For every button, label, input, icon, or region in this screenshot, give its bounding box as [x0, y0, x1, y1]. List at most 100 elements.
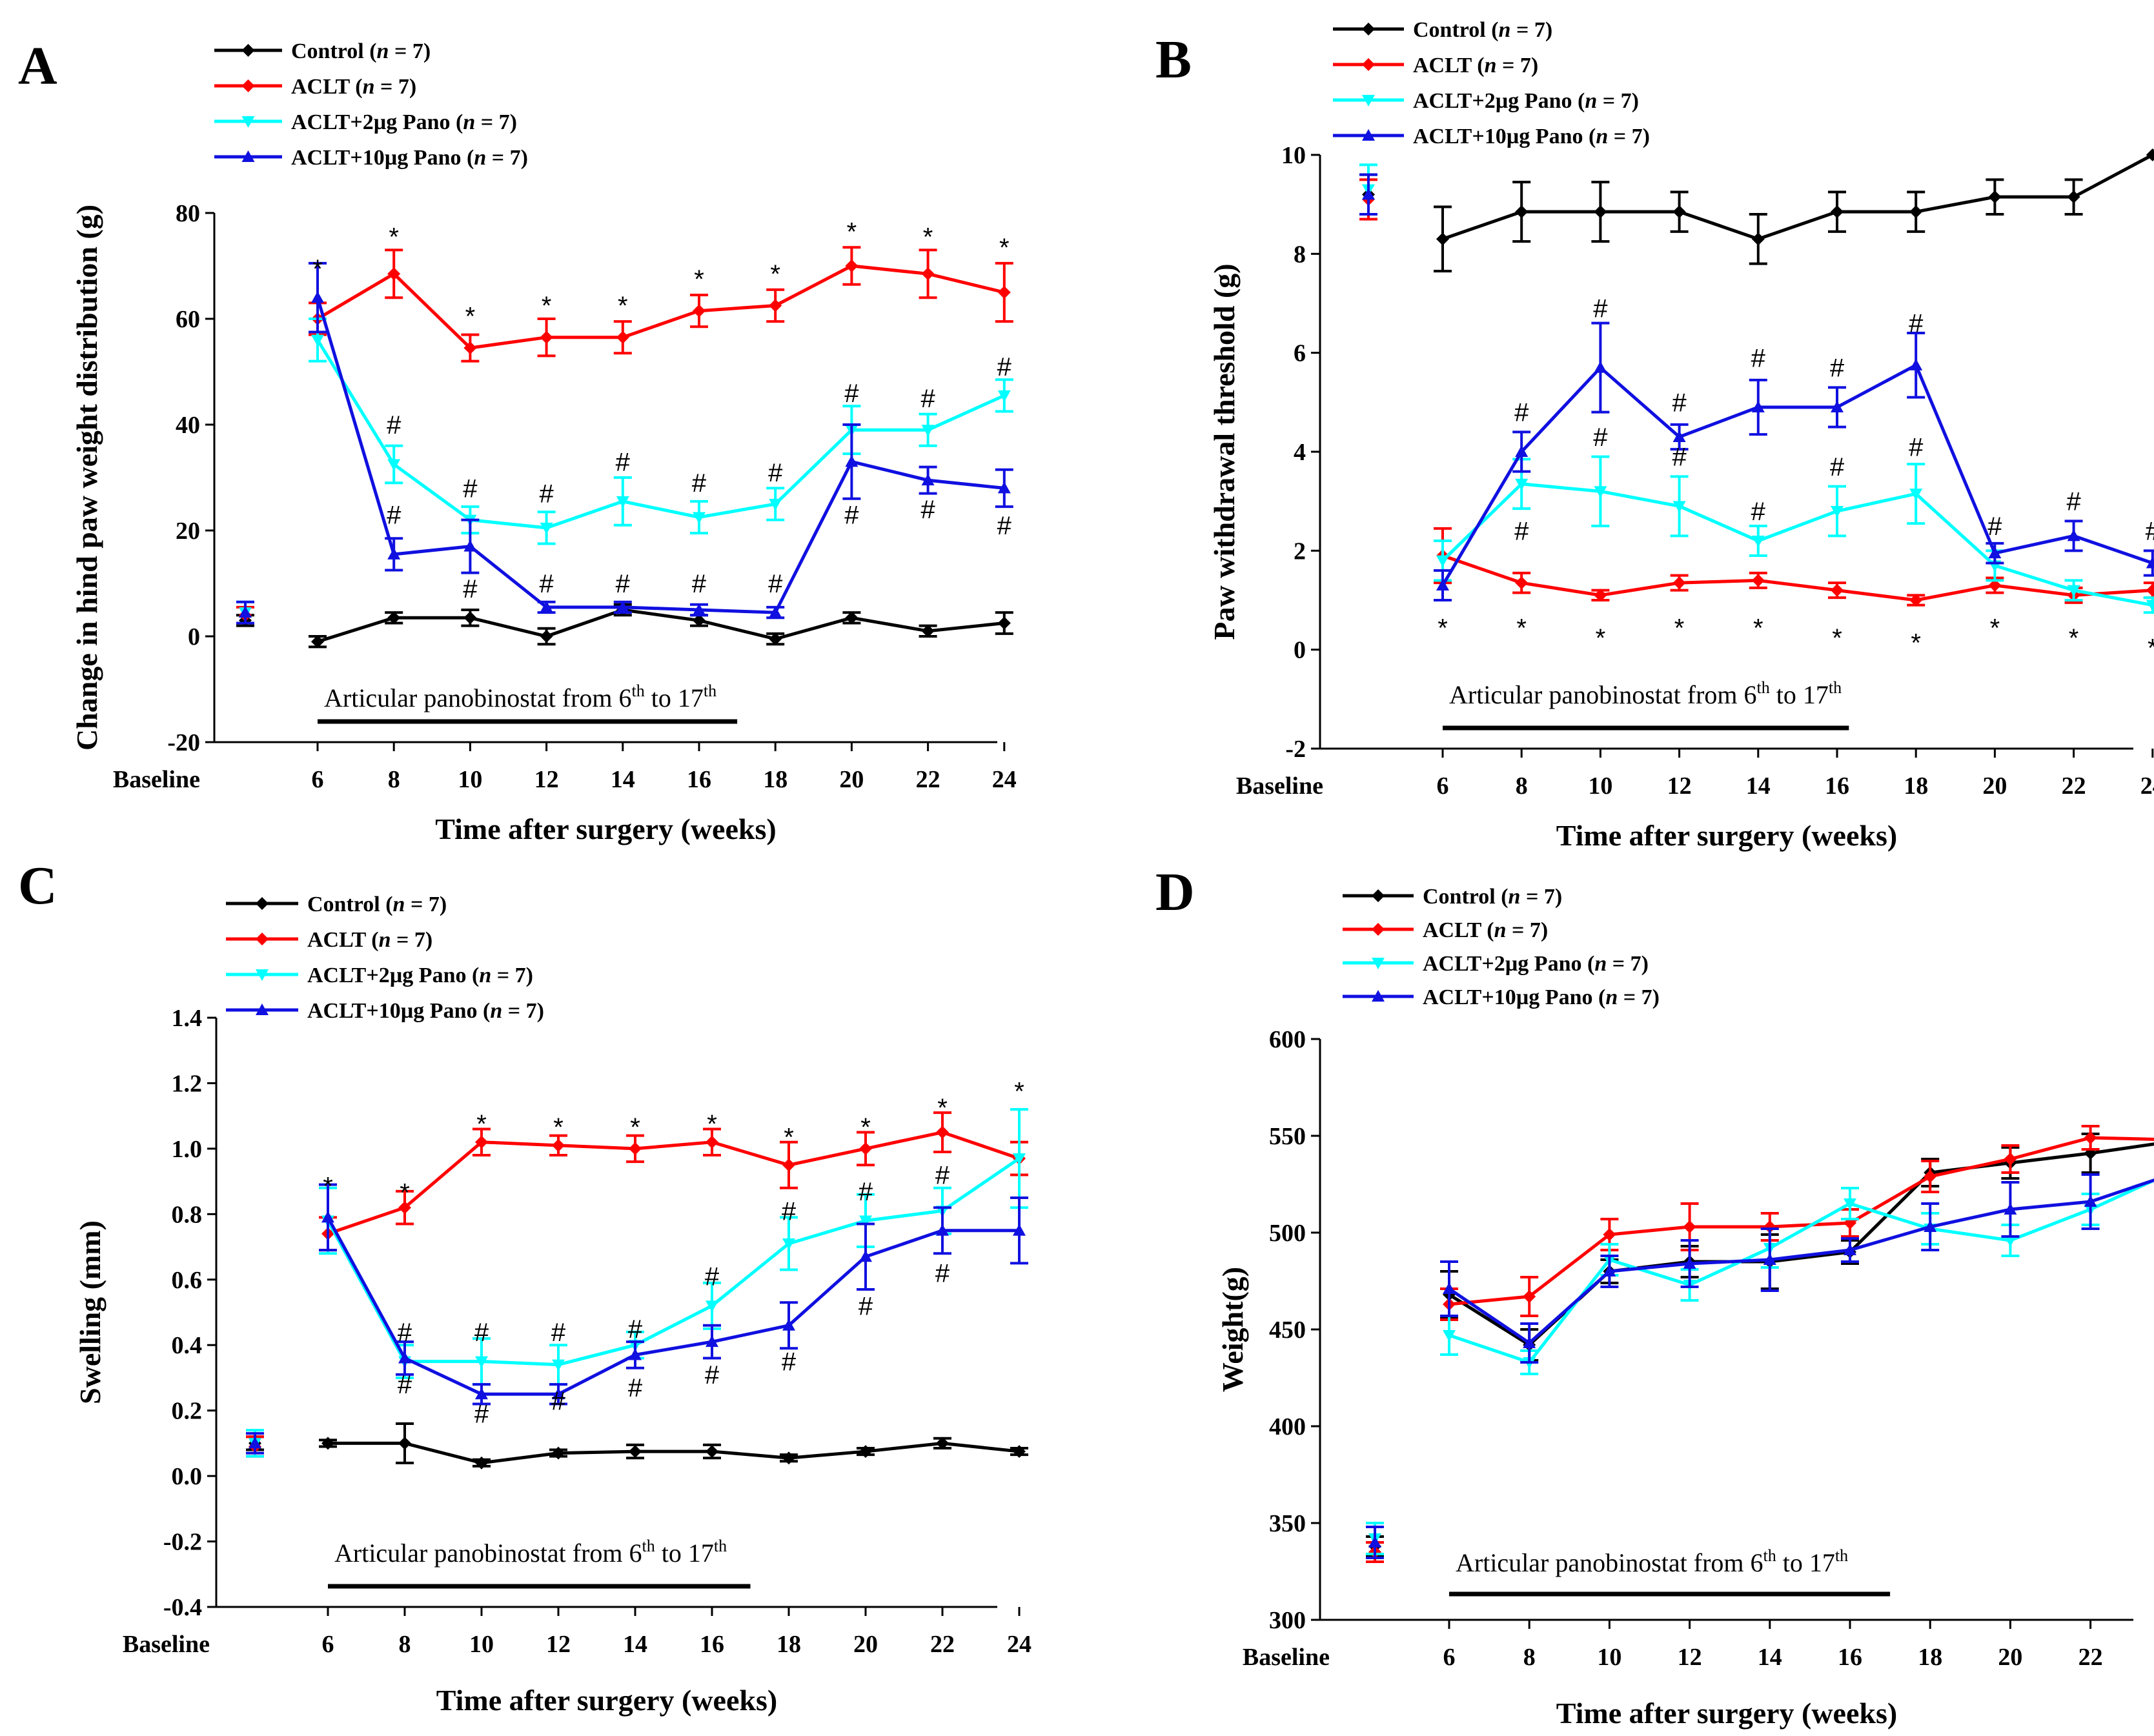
- panel-d-x-tick-label: 10: [1597, 1644, 1621, 1671]
- panel-c-series-aclt: [246, 1111, 1028, 1458]
- panel-c-data-point: [475, 1388, 488, 1400]
- panel-d-y-tick-label: 600: [1269, 1026, 1306, 1053]
- panel-b-series-line-control: [1442, 153, 2153, 241]
- panel-a-data-point: [540, 600, 553, 612]
- panel-a-y-tick-label: 0: [188, 623, 200, 651]
- panel-b-x-tick-label: 14: [1746, 772, 1771, 800]
- panel-b-y-tick-label: 4: [1294, 439, 1306, 466]
- panel-b-legend-item-aclt-2ug-pano: ACLT+2µg Pano (n = 7): [1333, 89, 1639, 113]
- panel-a-data-point: [845, 611, 859, 625]
- panel-b-star-mark: *: [1438, 614, 1448, 643]
- panel-a-series-line-control: [317, 608, 1005, 643]
- panel-c-data-point: [629, 1445, 642, 1458]
- panel-d-x-tick-label: 18: [1918, 1644, 1942, 1671]
- panel-a-x-axis-title: Time after surgery (weeks): [435, 812, 776, 845]
- panel-c-legend-marker: [256, 969, 269, 981]
- panel-a-hash-mark: #: [768, 459, 783, 487]
- panel-d-y-tick-label: 500: [1269, 1220, 1306, 1247]
- panel-b-x-tick-label: 20: [1982, 772, 2007, 800]
- panel-b-data-point: [1672, 576, 1686, 590]
- panel-b-letter: B: [1155, 30, 1192, 90]
- panel-b-data-point: [2146, 556, 2154, 569]
- panel-b-star-mark: *: [1753, 614, 1763, 643]
- panel-a-hash-mark: #: [387, 501, 401, 529]
- panel-c-data-point: [859, 1215, 872, 1227]
- panel-c-data-point: [398, 1351, 411, 1364]
- panel-a-data-point: [540, 630, 553, 643]
- panel-c-star-mark: *: [400, 1179, 410, 1207]
- panel-d-y-tick-label: 400: [1269, 1413, 1306, 1440]
- panel-c-data-point: [936, 1224, 949, 1236]
- panel-c-data-point: [398, 1437, 411, 1450]
- panel-c-x-tick-label: 8: [399, 1631, 411, 1658]
- panel-b-data-point: [1515, 445, 1529, 457]
- panel-b-legend-marker: [1362, 23, 1375, 35]
- panel-d-x-tick-label: 6: [1443, 1644, 1456, 1671]
- panel-b-data-point: [2067, 585, 2080, 597]
- panel-a-data-point: [693, 512, 706, 524]
- panel-d-series-line-aclt-2ug-pano: [1448, 1178, 2154, 1364]
- panel-d-series-aclt-10ug-pano: [1366, 1173, 2154, 1559]
- panel-c-data-point: [782, 1451, 795, 1465]
- panel-c-legend-label: ACLT+10µg Pano (n = 7): [307, 999, 544, 1023]
- panel-a-y-tick-label: 40: [176, 412, 200, 439]
- panel-a-legend-label: ACLT+10µg Pano (n = 7): [291, 146, 528, 170]
- panel-a-star-mark: *: [465, 303, 476, 331]
- panel-a-legend-label: Control (n = 7): [291, 39, 431, 63]
- panel-c-series-line-aclt-2ug-pano: [326, 1157, 1021, 1367]
- panel-a-data-point: [693, 304, 706, 318]
- panel-a-data-point: [616, 330, 629, 344]
- panel-d-legend-marker: [1372, 889, 1385, 902]
- panel-a-legend-marker: [241, 116, 255, 128]
- panel-a-data-point: [845, 259, 859, 272]
- panel-b-data-point: [1831, 205, 1844, 219]
- panel-b-y-tick-label: 10: [1281, 142, 1306, 169]
- panel-c-legend-item-aclt-10ug-pano: ACLT+10µg Pano (n = 7): [226, 999, 544, 1023]
- panel-a-x-tick-label: 10: [458, 766, 482, 793]
- panel-b-series-line-aclt-2ug-pano: [1441, 482, 2153, 607]
- panel-b-data-point: [1909, 205, 1923, 219]
- panel-b-x-tick-label: 6: [1437, 772, 1449, 800]
- panel-a-hash-mark: #: [463, 575, 478, 603]
- panel-a-data-point: [921, 474, 935, 486]
- panel-d-legend: Control (n = 7) ACLT (n = 7) ACLT+2µg Pano…: [1343, 885, 1660, 1009]
- panel-c-legend-label: ACLT (n = 7): [307, 928, 432, 952]
- panel-a-legend-label: ACLT+2µg Pano (n = 7): [291, 110, 517, 134]
- panel-a-data-point: [769, 499, 782, 510]
- panel-a-hash-mark: #: [997, 512, 1012, 540]
- panel-a-data-point: [693, 603, 706, 615]
- panel-b-hash-mark: #: [1672, 389, 1687, 417]
- panel-a-legend-marker: [241, 150, 255, 162]
- panel-c-data-point: [249, 1437, 261, 1449]
- panel-b-y-tick-label: 2: [1294, 538, 1306, 565]
- panel-c-data-point: [629, 1142, 642, 1155]
- panel-c-y-tick-label: 0.8: [172, 1201, 203, 1228]
- panel-c-x-tick-label: 10: [469, 1631, 494, 1658]
- panel-b-data-point: [1594, 589, 1607, 602]
- panel-a-legend-item-control: Control (n = 7): [214, 39, 431, 63]
- panel-b-data-point: [2067, 190, 2080, 204]
- panel-c-data-point: [706, 1135, 718, 1149]
- panel-a-legend-item-aclt-10ug-pano: ACLT+10µg Pano (n = 7): [214, 146, 528, 170]
- panel-b-x-tick-label: 16: [1825, 772, 1849, 800]
- panel-a-data-point: [769, 299, 782, 312]
- panel-c-x-tick-label: 14: [623, 1631, 647, 1658]
- panel-a-star-mark: *: [847, 217, 857, 246]
- panel-b-data-point: [1831, 583, 1844, 597]
- panel-a-star-mark: *: [770, 260, 780, 288]
- panel-b-data-point: [1751, 232, 1765, 246]
- panel-b-x-axis-title: Time after surgery (weeks): [1556, 819, 1897, 852]
- panel-a-star-mark: *: [923, 223, 933, 252]
- panel-b-hash-mark: #: [1751, 498, 1766, 526]
- panel-c-chart: C -0.4 -0.2 0.0 0.2 0.4 0.6 0.8 1.0 1.2 1.4 Baselin…: [18, 856, 1031, 1717]
- panel-d-data-point: [1844, 1198, 1856, 1210]
- panel-b-legend-marker: [1362, 58, 1375, 71]
- panel-a-data-point: [997, 286, 1011, 299]
- panel-a-data-point: [387, 267, 401, 281]
- panel-a-hash-mark: #: [539, 570, 554, 598]
- panel-a-legend-label: ACLT (n = 7): [291, 75, 416, 99]
- panel-a-series-line-aclt-10ug-pano: [316, 297, 1005, 614]
- panel-c-y-tick-label: 0.4: [172, 1332, 203, 1359]
- panel-c-hash-mark: #: [782, 1197, 797, 1226]
